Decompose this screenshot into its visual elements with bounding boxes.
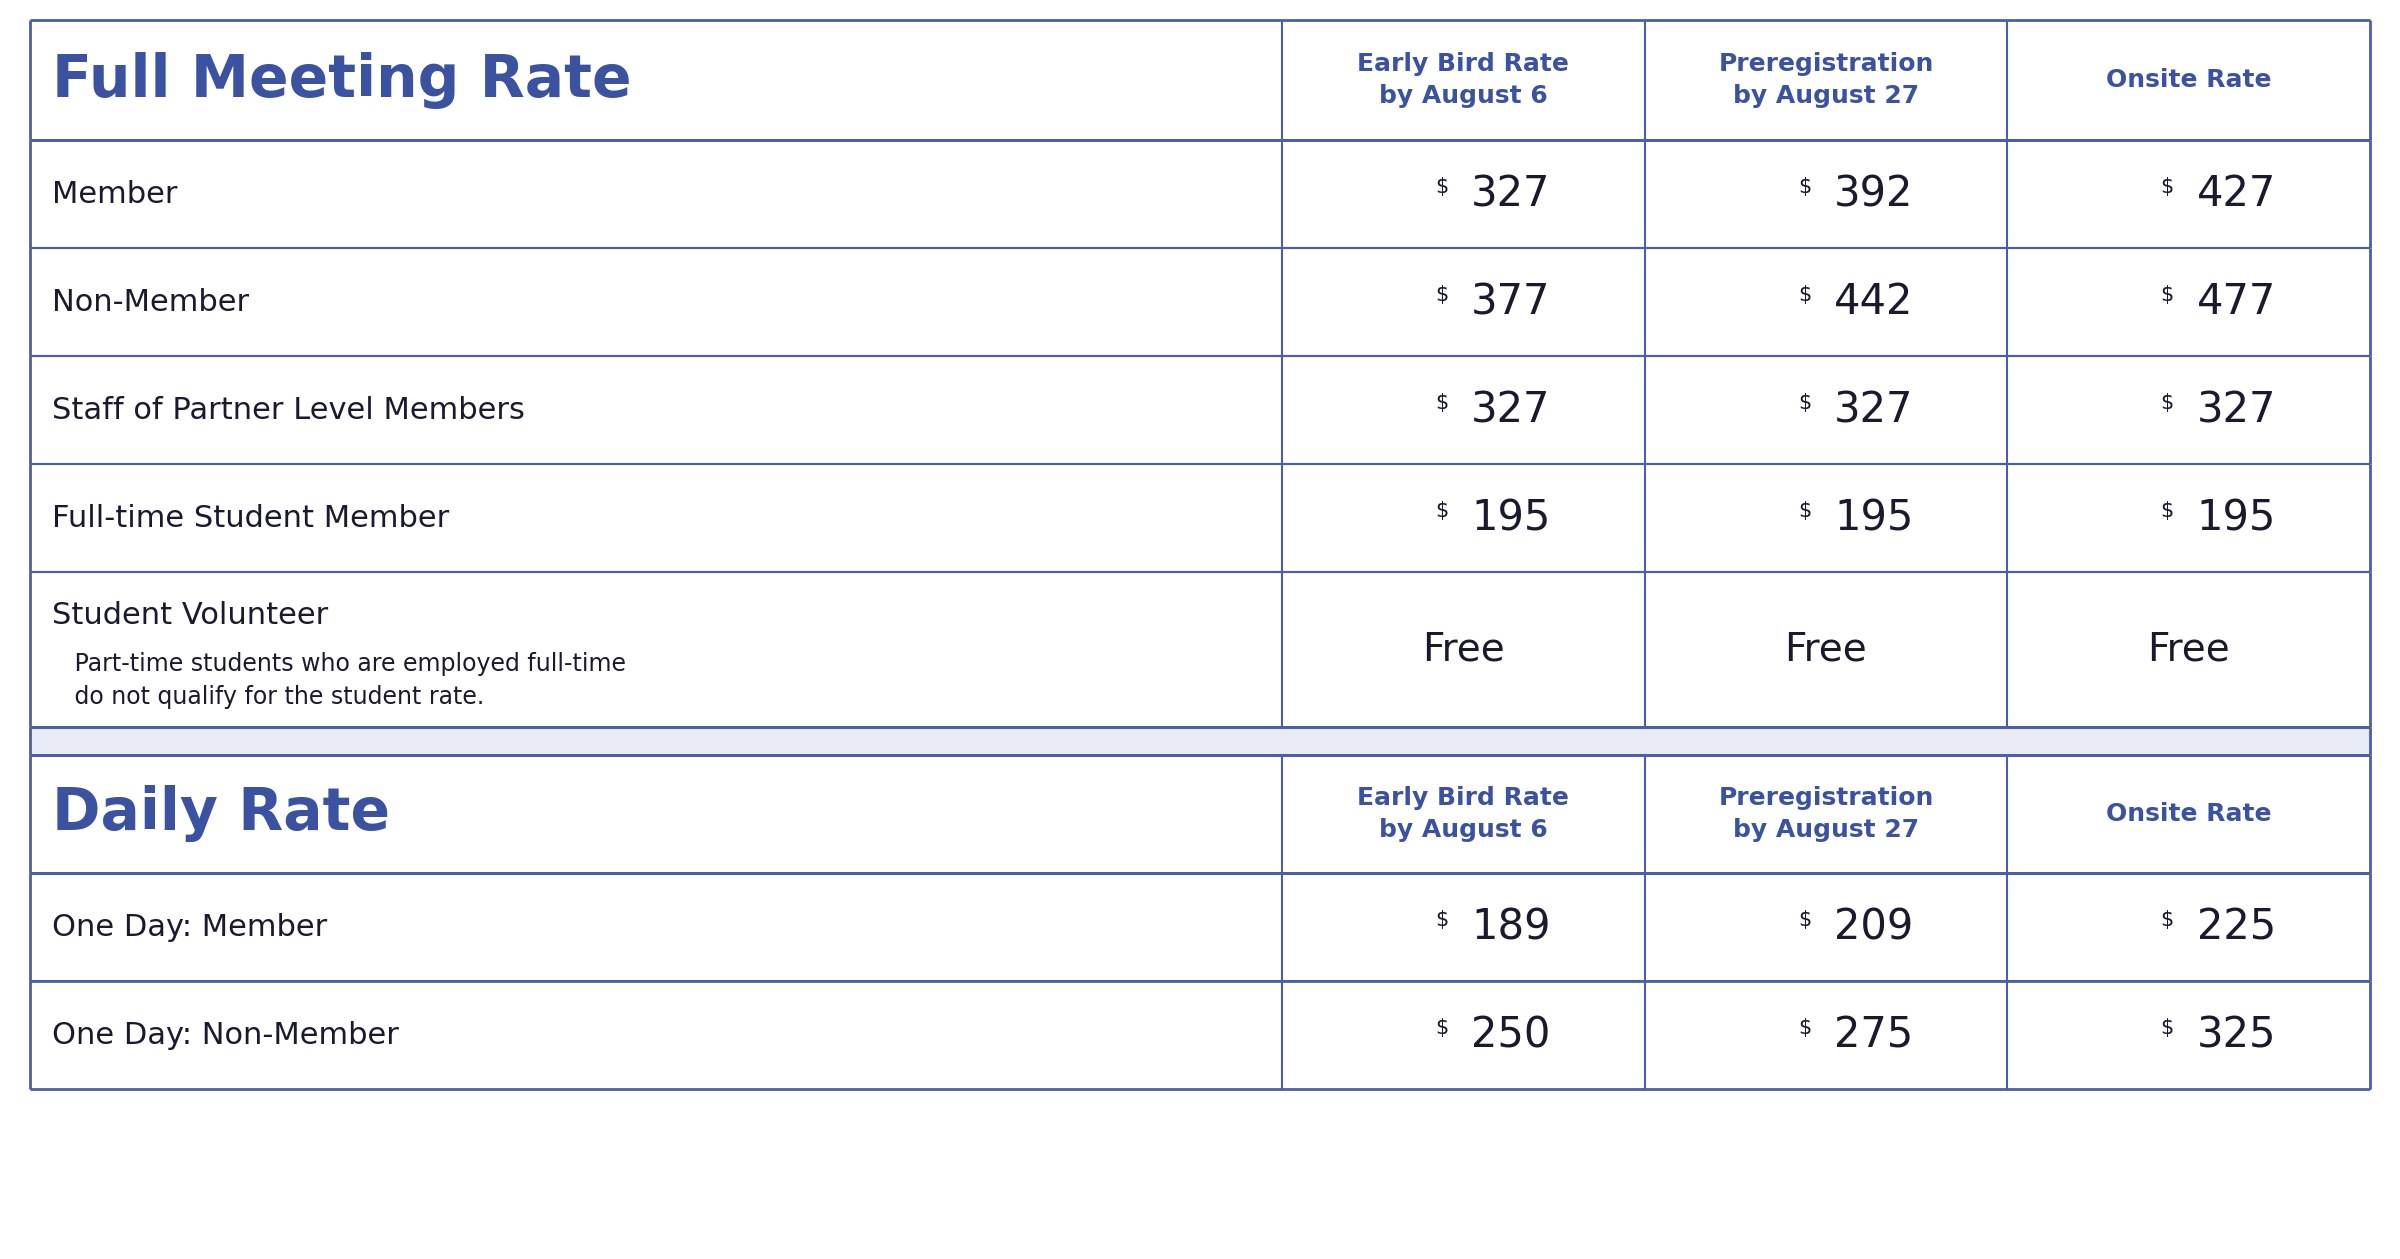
Text: $: $ [1798,1019,1812,1037]
Text: 327: 327 [1471,389,1550,431]
Text: Early Bird Rate
by August 6: Early Bird Rate by August 6 [1358,52,1570,108]
Text: Full Meeting Rate: Full Meeting Rate [53,52,631,108]
Bar [29,465,2371,572]
Text: Full-time Student Member: Full-time Student Member [53,504,449,533]
Text: $: $ [2160,393,2174,413]
Text: $: $ [1798,178,1812,196]
Text: 442: 442 [1834,281,1913,324]
Text: $: $ [1798,910,1812,930]
Text: 327: 327 [2196,389,2275,431]
Text: Daily Rate: Daily Rate [53,786,391,842]
Text: $: $ [2160,910,2174,930]
Text: 477: 477 [2196,281,2275,324]
Text: Member: Member [53,180,178,209]
Text: Onsite Rate: Onsite Rate [2105,802,2270,826]
Text: $: $ [2160,178,2174,196]
Text: $: $ [1435,393,1450,413]
Bar [29,356,2371,465]
Text: 327: 327 [1471,172,1550,215]
Text: Non-Member: Non-Member [53,287,250,316]
Text: Free: Free [1786,631,1867,669]
Text: $: $ [1798,501,1812,521]
Text: $: $ [1798,285,1812,305]
Text: 275: 275 [1834,1013,1913,1056]
Text: $: $ [1435,1019,1450,1037]
Text: 209: 209 [1834,906,1913,948]
Text: 392: 392 [1834,172,1913,215]
Text: Early Bird Rate
by August 6: Early Bird Rate by August 6 [1358,786,1570,842]
Bar [29,572,2371,726]
Text: One Day: Member: One Day: Member [53,913,326,942]
Text: 427: 427 [2196,172,2275,215]
Text: $: $ [1435,501,1450,521]
Text: 325: 325 [2196,1013,2275,1056]
Bar [29,872,2371,981]
Text: $: $ [1435,910,1450,930]
Text: $: $ [2160,501,2174,521]
Text: Onsite Rate: Onsite Rate [2105,68,2270,92]
Text: $: $ [1798,393,1812,413]
Text: Staff of Partner Level Members: Staff of Partner Level Members [53,395,526,424]
Text: One Day: Non-Member: One Day: Non-Member [53,1021,398,1050]
Text: 250: 250 [1471,1013,1550,1056]
Text: $: $ [2160,285,2174,305]
Text: $: $ [1435,178,1450,196]
Bar [29,726,2371,755]
Text: Preregistration
by August 27: Preregistration by August 27 [1718,786,1934,842]
Text: 189: 189 [1471,906,1550,948]
Text: 225: 225 [2196,906,2275,948]
Text: Free: Free [2148,631,2230,669]
Text: 377: 377 [1471,281,1550,324]
Text: 195: 195 [1834,497,1913,539]
Text: Part-time students who are employed full-time
   do not qualify for the student : Part-time students who are employed full… [53,652,626,709]
Bar [29,755,2371,872]
Text: $: $ [2160,1019,2174,1037]
Bar [29,140,2371,248]
Text: 195: 195 [2196,497,2275,539]
Bar [29,981,2371,1089]
Text: Student Volunteer: Student Volunteer [53,601,329,630]
Bar [29,20,2371,140]
Text: 327: 327 [1834,389,1913,431]
Text: $: $ [1435,285,1450,305]
Text: Free: Free [1421,631,1505,669]
Text: 195: 195 [1471,497,1550,539]
Bar [29,248,2371,356]
Text: Preregistration
by August 27: Preregistration by August 27 [1718,52,1934,108]
